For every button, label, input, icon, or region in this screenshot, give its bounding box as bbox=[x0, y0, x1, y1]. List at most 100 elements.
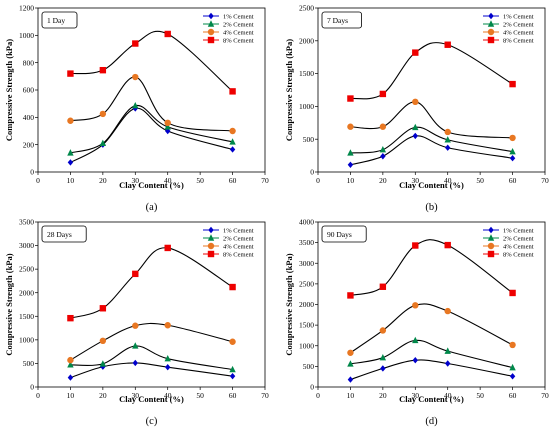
legend-marker bbox=[487, 242, 495, 250]
curing-age-box bbox=[321, 225, 367, 243]
legend-label: 8% Cement bbox=[503, 251, 534, 258]
series-1 bbox=[67, 359, 236, 381]
data-point bbox=[412, 98, 419, 106]
x-axis-label: Clay Content (%) bbox=[399, 180, 464, 190]
x-tick-label: 0 bbox=[316, 391, 320, 400]
data-point bbox=[99, 305, 107, 312]
data-point bbox=[99, 360, 107, 367]
y-tick-label: 2000 bbox=[299, 36, 314, 45]
series-4 bbox=[67, 30, 236, 95]
series-3 bbox=[347, 302, 516, 356]
data-point bbox=[444, 144, 451, 151]
y-tick-label: 1200 bbox=[19, 4, 34, 13]
legend-marker bbox=[488, 12, 494, 20]
y-tick-label: 2500 bbox=[19, 265, 34, 274]
y-tick-label: 0 bbox=[310, 383, 314, 392]
y-tick-label: 2000 bbox=[19, 288, 34, 297]
x-tick-label: 70 bbox=[261, 176, 269, 185]
legend-marker bbox=[207, 28, 215, 36]
legend-label: 2% Cement bbox=[223, 21, 254, 28]
series-1 bbox=[347, 132, 516, 168]
series-4 bbox=[67, 244, 236, 322]
legend-label: 1% Cement bbox=[503, 13, 534, 20]
legend-label: 1% Cement bbox=[223, 227, 254, 234]
data-point bbox=[379, 327, 387, 334]
series-line bbox=[350, 135, 513, 166]
curing-age-label: 90 Days bbox=[327, 230, 352, 239]
y-tick-label: 200 bbox=[23, 140, 35, 149]
y-axis-label: Compressive Strength (kPa) bbox=[4, 39, 14, 141]
y-tick-label: 3000 bbox=[19, 241, 34, 250]
data-point bbox=[379, 283, 387, 290]
data-point bbox=[99, 110, 107, 118]
y-tick-label: 2500 bbox=[299, 4, 314, 13]
y-tick-label: 0 bbox=[310, 168, 314, 177]
legend-marker bbox=[207, 20, 215, 27]
data-point bbox=[509, 341, 516, 349]
x-tick-label: 40 bbox=[164, 391, 172, 400]
data-point bbox=[132, 102, 139, 109]
legend-marker bbox=[207, 242, 215, 250]
y-tick-label: 500 bbox=[303, 135, 315, 144]
data-point bbox=[412, 49, 419, 56]
data-point bbox=[164, 30, 171, 38]
y-axis-label: Compressive Strength (kPa) bbox=[284, 39, 294, 141]
data-point bbox=[99, 66, 107, 74]
series-line bbox=[70, 345, 233, 371]
curing-age-box bbox=[321, 11, 362, 29]
data-point bbox=[99, 139, 107, 146]
x-tick-label: 40 bbox=[444, 176, 452, 185]
data-point bbox=[132, 270, 139, 278]
y-tick-label: 1000 bbox=[299, 341, 314, 350]
x-tick-label: 10 bbox=[67, 391, 75, 400]
y-tick-label: 1000 bbox=[19, 335, 34, 344]
x-tick-label: 30 bbox=[132, 391, 140, 400]
y-tick-label: 2500 bbox=[299, 279, 314, 288]
data-point bbox=[412, 123, 419, 131]
x-axis-label: Clay Content (%) bbox=[399, 394, 464, 404]
series-2 bbox=[347, 123, 516, 156]
data-point bbox=[67, 159, 74, 166]
data-point bbox=[444, 128, 451, 136]
x-tick-label: 60 bbox=[509, 176, 517, 185]
data-point bbox=[412, 132, 419, 140]
legend-label: 4% Cement bbox=[503, 29, 534, 36]
curing-age-label: 28 Days bbox=[47, 230, 72, 239]
series-line bbox=[350, 339, 513, 369]
chart-panel-4: 0 10 20 30 40 50 60 70 0 500 1000 1500 2000 2500 3000 3… bbox=[284, 218, 549, 427]
data-point bbox=[509, 289, 516, 297]
legend-label: 1% Cement bbox=[223, 13, 254, 20]
y-tick-label: 3500 bbox=[299, 238, 314, 247]
x-tick-label: 20 bbox=[379, 391, 387, 400]
series-line bbox=[350, 42, 513, 100]
data-point bbox=[509, 155, 516, 162]
data-point bbox=[379, 145, 387, 153]
x-tick-label: 0 bbox=[316, 176, 320, 185]
series-4 bbox=[347, 239, 516, 299]
x-axis-label: Clay Content (%) bbox=[119, 394, 184, 404]
legend-label: 4% Cement bbox=[223, 29, 254, 36]
panel-caption: (d) bbox=[425, 416, 438, 427]
data-point bbox=[67, 70, 74, 77]
y-tick-label: 3000 bbox=[299, 259, 314, 268]
data-point bbox=[164, 364, 171, 371]
data-point bbox=[347, 149, 354, 156]
y-tick-label: 0 bbox=[30, 383, 34, 392]
data-point bbox=[229, 338, 236, 345]
y-tick-label: 400 bbox=[23, 113, 35, 122]
data-point bbox=[444, 347, 451, 354]
y-tick-label: 0 bbox=[30, 168, 34, 177]
data-point bbox=[380, 365, 386, 372]
x-tick-label: 40 bbox=[164, 176, 172, 185]
curing-age-box bbox=[41, 11, 78, 29]
x-tick-label: 50 bbox=[476, 391, 484, 400]
series-2 bbox=[347, 336, 516, 371]
data-point bbox=[509, 147, 516, 155]
data-point bbox=[67, 374, 74, 381]
x-tick-label: 10 bbox=[67, 176, 75, 185]
data-point bbox=[444, 360, 451, 367]
x-tick-label: 0 bbox=[36, 176, 40, 185]
x-tick-label: 20 bbox=[379, 176, 387, 185]
chart-panel-1: 0 10 20 30 40 50 60 70 0 200 400 600 800 1000 1200 Clay… bbox=[4, 4, 269, 213]
x-tick-label: 70 bbox=[261, 391, 269, 400]
